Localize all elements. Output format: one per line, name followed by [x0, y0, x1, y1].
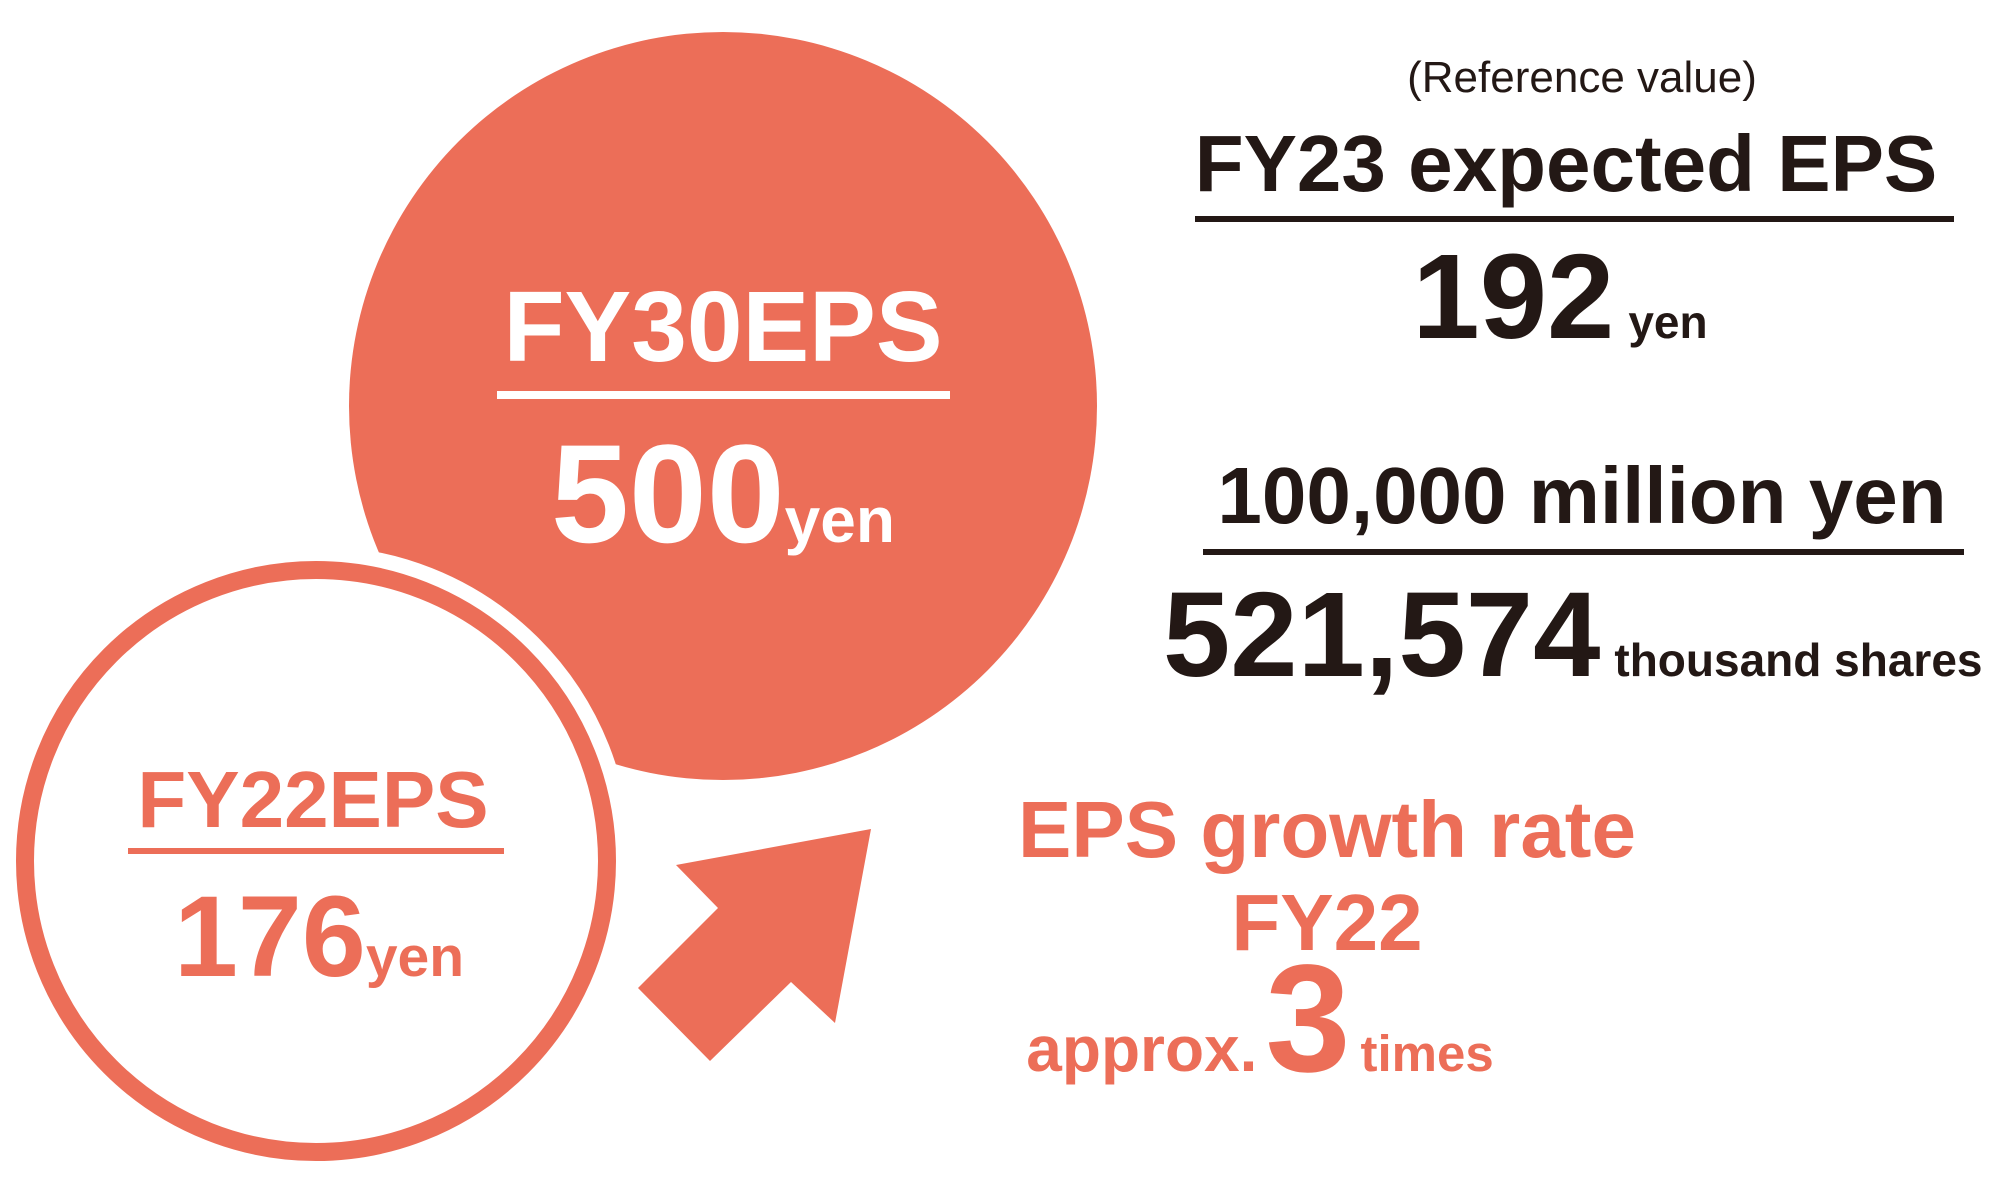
- target-label: FY30EPS: [503, 271, 942, 383]
- reference-unit: yen: [1628, 296, 1707, 348]
- reference-title: FY23 expected EPS: [1195, 119, 1938, 208]
- target-value: 500: [551, 415, 785, 572]
- growth-unit: times: [1361, 1025, 1494, 1082]
- reference-rule: [1195, 216, 1954, 222]
- growth-prefix: approx.: [1026, 1013, 1257, 1085]
- current-value-line: 176yen: [174, 873, 464, 1001]
- target-unit: yen: [785, 484, 895, 556]
- growth-arrow: [638, 829, 871, 1061]
- target-circle: [349, 32, 1097, 780]
- growth-value-line: approx.3 times: [1026, 933, 1493, 1104]
- basis-shares-unit: thousand shares: [1614, 634, 1982, 686]
- current-rule: [128, 848, 504, 854]
- basis-shares-line: 521,574 thousand shares: [1163, 566, 1982, 702]
- target-value-line: 500yen: [551, 415, 895, 572]
- current-unit: yen: [366, 925, 464, 989]
- basis-profit: 100,000 million yen: [1217, 451, 1946, 540]
- basis-rule: [1203, 549, 1964, 555]
- reference-value: 192: [1412, 228, 1614, 364]
- reference-value-line: 192 yen: [1412, 228, 1707, 364]
- reference-note: (Reference value): [1407, 53, 1757, 102]
- current-circle: [16, 561, 616, 1161]
- growth-value: 3: [1265, 933, 1350, 1104]
- current-label: FY22EPS: [137, 755, 488, 844]
- basis-shares: 521,574: [1163, 566, 1600, 702]
- current-value: 176: [174, 873, 366, 1001]
- target-rule: [497, 391, 950, 399]
- growth-title: EPS growth rate: [1018, 785, 1636, 874]
- growth-base: FY22: [1231, 878, 1422, 967]
